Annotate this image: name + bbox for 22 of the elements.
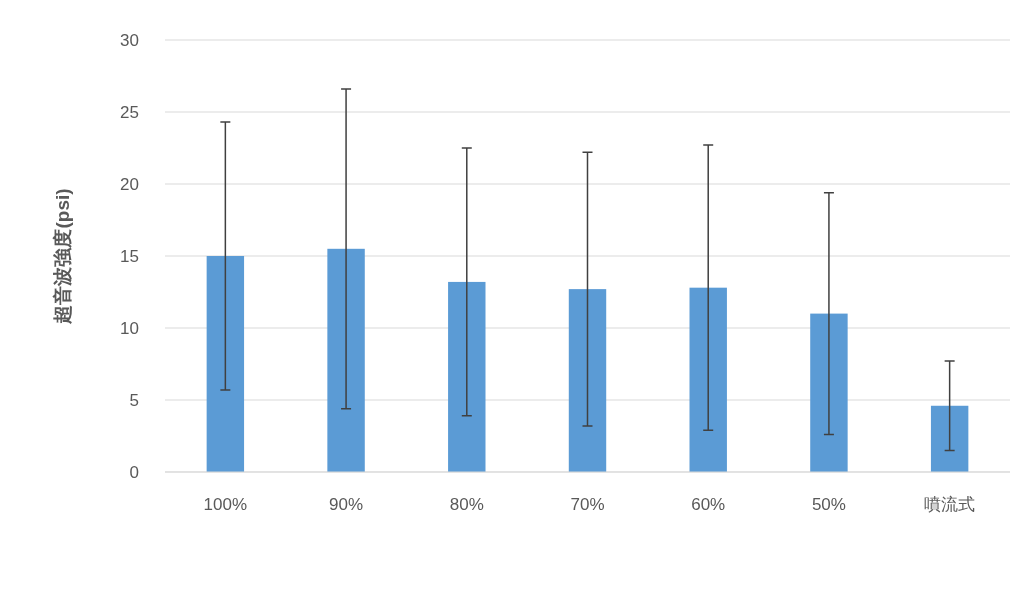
bar	[689, 287, 727, 472]
x-tick-label: 70%	[570, 495, 605, 514]
y-tick-label: 30	[120, 30, 139, 50]
x-tick-label: 80%	[449, 495, 484, 514]
y-tick-label: 10	[120, 318, 139, 338]
y-tick-label: 15	[120, 246, 139, 266]
bar	[930, 405, 969, 472]
y-tick-label: 20	[120, 174, 139, 194]
y-tick-label: 25	[120, 102, 139, 122]
bar	[206, 256, 245, 472]
bar	[448, 281, 486, 472]
bar	[810, 313, 848, 472]
y-tick-label: 5	[129, 390, 139, 410]
y-tick-label: 0	[129, 462, 139, 482]
bar	[568, 289, 607, 472]
x-tick-label: 100%	[203, 495, 248, 514]
x-tick-label: 90%	[329, 495, 364, 514]
x-tick-label: 噴流式	[924, 495, 976, 514]
y-axis-title: 超音波強度(psi)	[51, 188, 73, 325]
x-tick-label: 60%	[691, 495, 726, 514]
bar	[327, 248, 365, 472]
x-tick-label: 50%	[811, 495, 846, 514]
